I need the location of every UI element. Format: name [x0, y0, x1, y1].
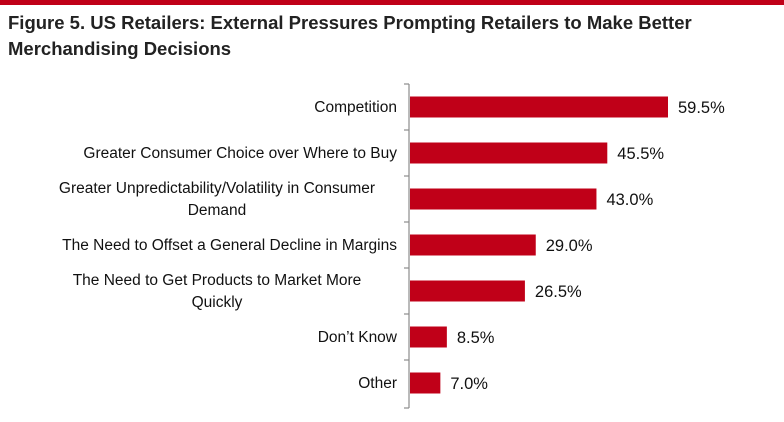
data-label: 26.5% — [535, 283, 582, 301]
data-label: 59.5% — [678, 99, 725, 117]
category-label: Competition — [314, 99, 397, 116]
bar — [410, 280, 525, 302]
data-label: 8.5% — [457, 329, 495, 347]
bar — [410, 234, 536, 256]
bar — [410, 188, 597, 210]
title-accent-rule — [0, 0, 784, 5]
category-label: The Need to Offset a General Decline in … — [62, 237, 397, 254]
data-label: 29.0% — [546, 237, 593, 255]
category-label: The Need to Get Products to Market More — [73, 272, 362, 289]
data-label: 7.0% — [450, 375, 488, 393]
category-label: Other — [358, 375, 397, 392]
category-label: Greater Consumer Choice over Where to Bu… — [83, 145, 397, 162]
category-label: Demand — [188, 202, 247, 219]
category-label: Quickly — [192, 294, 243, 311]
bar — [410, 326, 447, 348]
data-label: 45.5% — [617, 145, 664, 163]
category-label: Don’t Know — [318, 329, 398, 346]
data-label: 43.0% — [606, 191, 653, 209]
category-label: Greater Unpredictability/Volatility in C… — [59, 180, 375, 197]
bar — [410, 96, 668, 118]
chart-title: Figure 5. US Retailers: External Pressur… — [8, 12, 692, 59]
bar — [410, 142, 608, 164]
bar — [410, 372, 441, 394]
